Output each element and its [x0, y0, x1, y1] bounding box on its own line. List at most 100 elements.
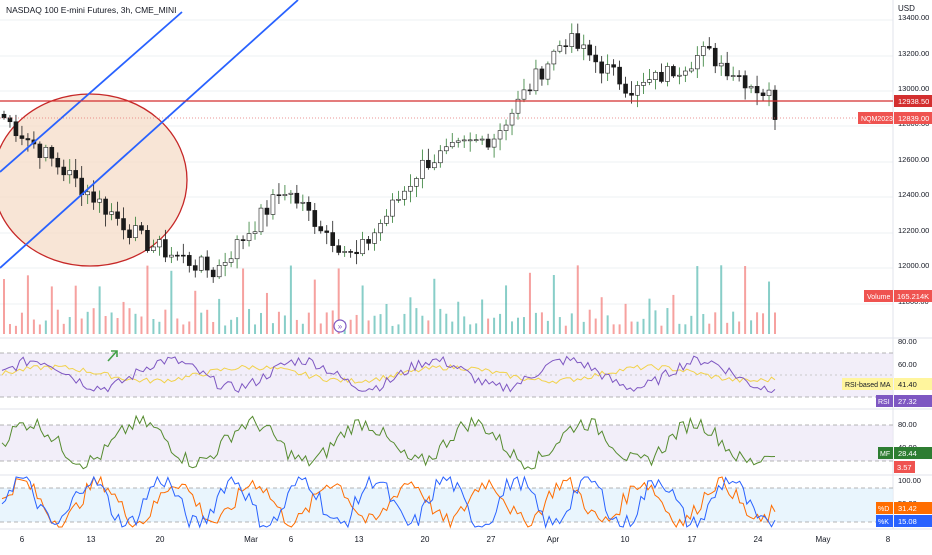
volume-bar — [451, 321, 454, 334]
candle-body — [103, 198, 108, 215]
volume-bar — [3, 279, 5, 334]
candle-body — [491, 138, 497, 148]
rsi-ma-name-tag — [842, 378, 893, 390]
volume-bar — [558, 317, 561, 334]
volume-bar — [116, 318, 119, 334]
candle-body — [348, 251, 353, 253]
candle-body — [515, 98, 521, 114]
mf-name-label: MF — [880, 451, 890, 458]
volume-bar — [110, 312, 113, 334]
volume-bar — [654, 310, 657, 334]
volume-bar — [540, 312, 543, 334]
candle-body — [354, 251, 359, 255]
last-price-tag — [894, 112, 932, 124]
volume-bar — [624, 303, 627, 334]
volume-bar — [289, 265, 292, 334]
price-tick-label: 12600.00 — [898, 155, 929, 164]
volume-bar — [750, 320, 753, 334]
volume-bar — [517, 317, 519, 334]
volume-bar — [307, 312, 310, 334]
candle-body — [671, 66, 676, 77]
candle-body — [611, 64, 616, 68]
volume-bar — [301, 323, 304, 334]
candle-body — [324, 230, 330, 233]
volume-bar — [242, 268, 245, 334]
mf-value-tag — [894, 447, 932, 459]
candle-body — [396, 198, 401, 201]
volume-bar — [612, 324, 615, 334]
volume-bar — [379, 314, 382, 334]
volume-bar — [385, 303, 388, 334]
k-name-tag — [876, 515, 893, 527]
candle-body — [617, 66, 622, 85]
volume-bar — [481, 299, 484, 334]
volume-bar — [206, 309, 209, 334]
volume-bar — [248, 308, 251, 334]
candle-body — [216, 265, 222, 278]
candle-body — [49, 147, 55, 159]
candle-body — [659, 71, 664, 82]
volume-bar — [98, 286, 101, 334]
candle-body — [689, 68, 694, 72]
time-tick-label: 24 — [754, 535, 763, 544]
mfi-tick-label: 80.00 — [898, 420, 917, 429]
rsi-line — [1, 355, 776, 394]
candle-body — [760, 92, 766, 96]
candle-body — [336, 245, 341, 253]
candle-body — [695, 55, 700, 70]
candle-body — [378, 223, 383, 234]
candle-body — [145, 229, 150, 251]
time-tick-label: 8 — [886, 535, 891, 544]
candle-body — [724, 62, 730, 77]
candle-body — [665, 66, 670, 82]
candle-body — [175, 254, 180, 257]
volume-bar — [660, 325, 663, 334]
stoch-k-line — [1, 475, 776, 529]
candle-body — [473, 139, 479, 141]
candle-body — [718, 62, 724, 67]
candle-body — [461, 139, 467, 142]
volume-bar — [648, 298, 651, 334]
price-axis[interactable]: 13400.00 13200.00 13000.00 12800.00 1260… — [898, 13, 929, 306]
candle-body — [270, 194, 276, 215]
volume-bar — [726, 322, 729, 334]
time-tick-label: 13 — [87, 535, 96, 544]
candle-body — [127, 229, 132, 238]
candle-body — [91, 191, 96, 203]
volume-bar — [331, 310, 334, 334]
volume-bar — [218, 298, 221, 334]
candle-body — [222, 262, 228, 266]
candle-body — [384, 215, 389, 224]
candle-body — [455, 140, 461, 143]
candle-body — [13, 121, 19, 137]
volume-bar — [224, 325, 227, 334]
volume-bar — [630, 321, 633, 334]
candle-body — [151, 246, 156, 251]
candle-body — [677, 74, 682, 77]
time-tick-label: Mar — [244, 535, 258, 544]
arrow-annotation-icon — [107, 350, 118, 362]
volume-bar — [104, 316, 107, 334]
trendline-lower[interactable] — [0, 0, 299, 269]
volume-bar — [92, 308, 95, 334]
volume-bar — [499, 313, 502, 334]
candle-body — [485, 138, 491, 148]
time-axis[interactable]: 6 13 20 Mar 6 13 20 27 Apr 10 17 24 May … — [20, 535, 891, 544]
candle-body — [581, 44, 587, 49]
event-marker-icon[interactable]: » — [333, 319, 347, 333]
volume-bar — [564, 325, 567, 334]
candle-body — [258, 207, 264, 233]
candle-body — [754, 86, 760, 94]
volume-bar — [260, 312, 262, 334]
candle-body — [169, 254, 174, 258]
candle-body — [366, 239, 371, 244]
time-tick-label: 6 — [289, 535, 294, 544]
candle-body — [563, 45, 569, 48]
candlesticks — [1, 23, 778, 283]
trendline-upper[interactable] — [0, 11, 183, 173]
volume-bar — [594, 318, 597, 334]
volume-bar — [355, 314, 358, 334]
volume-bar — [642, 318, 645, 334]
volume-bar — [8, 324, 11, 334]
